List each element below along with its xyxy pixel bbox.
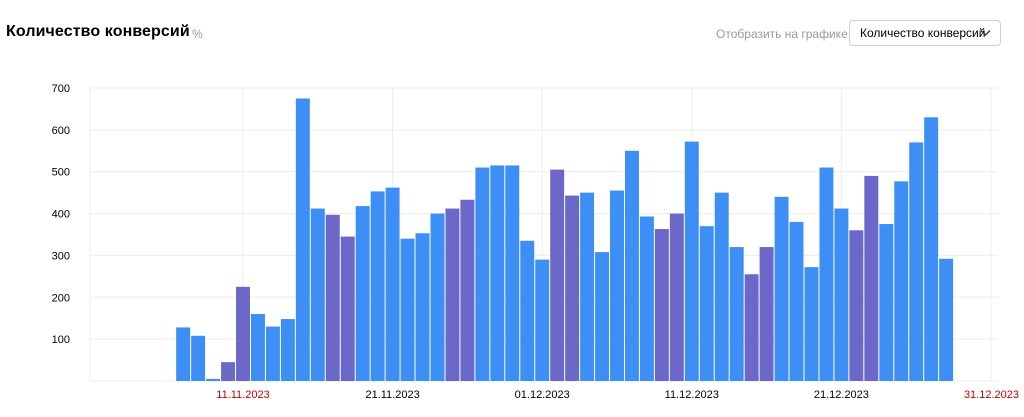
bar[interactable]: [236, 286, 250, 381]
x-tick-label: 31.12.2023: [964, 389, 1019, 401]
bar[interactable]: [639, 216, 654, 382]
bar[interactable]: [804, 267, 819, 381]
chart-bars: [176, 98, 954, 382]
bar[interactable]: [550, 169, 565, 381]
bar[interactable]: [684, 141, 699, 381]
bar[interactable]: [565, 195, 580, 381]
x-tick-label: 21.11.2023: [365, 389, 419, 401]
bar[interactable]: [654, 229, 669, 381]
x-tick-label: 01.12.2023: [515, 389, 570, 401]
page-title: Количество конверсий: [6, 23, 190, 40]
bar[interactable]: [939, 258, 954, 381]
x-tick-label: 21.12.2023: [814, 389, 869, 401]
bar[interactable]: [445, 208, 460, 381]
y-tick-label: 300: [52, 250, 70, 262]
bar[interactable]: [714, 192, 729, 381]
bar[interactable]: [460, 199, 475, 381]
bar[interactable]: [624, 150, 639, 381]
bar[interactable]: [221, 362, 236, 381]
bar[interactable]: [789, 221, 804, 381]
y-tick-label: 500: [52, 167, 70, 179]
bar[interactable]: [669, 213, 684, 381]
bar[interactable]: [909, 142, 924, 381]
percent-icon[interactable]: %: [192, 27, 203, 41]
x-tick-label: 11.12.2023: [665, 389, 719, 401]
bar[interactable]: [834, 208, 849, 381]
bar[interactable]: [430, 213, 445, 381]
bar[interactable]: [176, 327, 191, 381]
bar[interactable]: [879, 224, 894, 381]
y-tick-label: 700: [52, 83, 70, 95]
bar[interactable]: [729, 247, 744, 381]
bar[interactable]: [774, 196, 789, 381]
bar[interactable]: [250, 314, 265, 381]
bar[interactable]: [864, 175, 879, 381]
bar[interactable]: [265, 326, 280, 381]
bar[interactable]: [744, 274, 759, 381]
bar[interactable]: [191, 335, 206, 381]
y-tick-label: 100: [52, 334, 70, 346]
bar[interactable]: [520, 240, 535, 381]
bar[interactable]: [580, 192, 595, 381]
bar[interactable]: [595, 252, 610, 381]
bar[interactable]: [535, 259, 550, 381]
bar[interactable]: [505, 165, 520, 381]
bar[interactable]: [819, 167, 834, 381]
y-tick-label: 400: [52, 209, 70, 221]
x-axis-ticks: 11.11.2023 21.11.2023 01.12.2023 11.12.2023…: [216, 389, 1019, 401]
y-axis-ticks: 100 200 300 400 500 600 700: [52, 83, 70, 346]
bar[interactable]: [370, 191, 385, 381]
bar[interactable]: [759, 247, 774, 381]
bar[interactable]: [355, 206, 370, 381]
bar[interactable]: [385, 187, 400, 381]
bar[interactable]: [415, 233, 430, 381]
metric-select-value: Количество конверсий: [860, 26, 986, 40]
bar[interactable]: [849, 230, 864, 381]
bar[interactable]: [206, 378, 221, 381]
bar[interactable]: [340, 236, 355, 381]
bar[interactable]: [325, 214, 340, 381]
y-tick-label: 600: [52, 125, 70, 137]
display-on-chart-label: Отобразить на графике:: [716, 27, 852, 41]
x-tick-label: 11.11.2023: [216, 389, 269, 401]
bar[interactable]: [475, 167, 490, 381]
y-tick-label: 200: [52, 292, 70, 304]
bar[interactable]: [400, 238, 415, 381]
chevron-down-icon: [980, 30, 991, 36]
bar[interactable]: [280, 319, 295, 381]
bar[interactable]: [295, 98, 310, 382]
bar[interactable]: [699, 226, 714, 381]
bar[interactable]: [924, 117, 939, 382]
bar[interactable]: [490, 165, 505, 381]
metric-select[interactable]: Количество конверсий: [849, 20, 1001, 46]
bar[interactable]: [894, 181, 909, 381]
bar[interactable]: [310, 208, 325, 381]
bar[interactable]: [610, 190, 624, 381]
